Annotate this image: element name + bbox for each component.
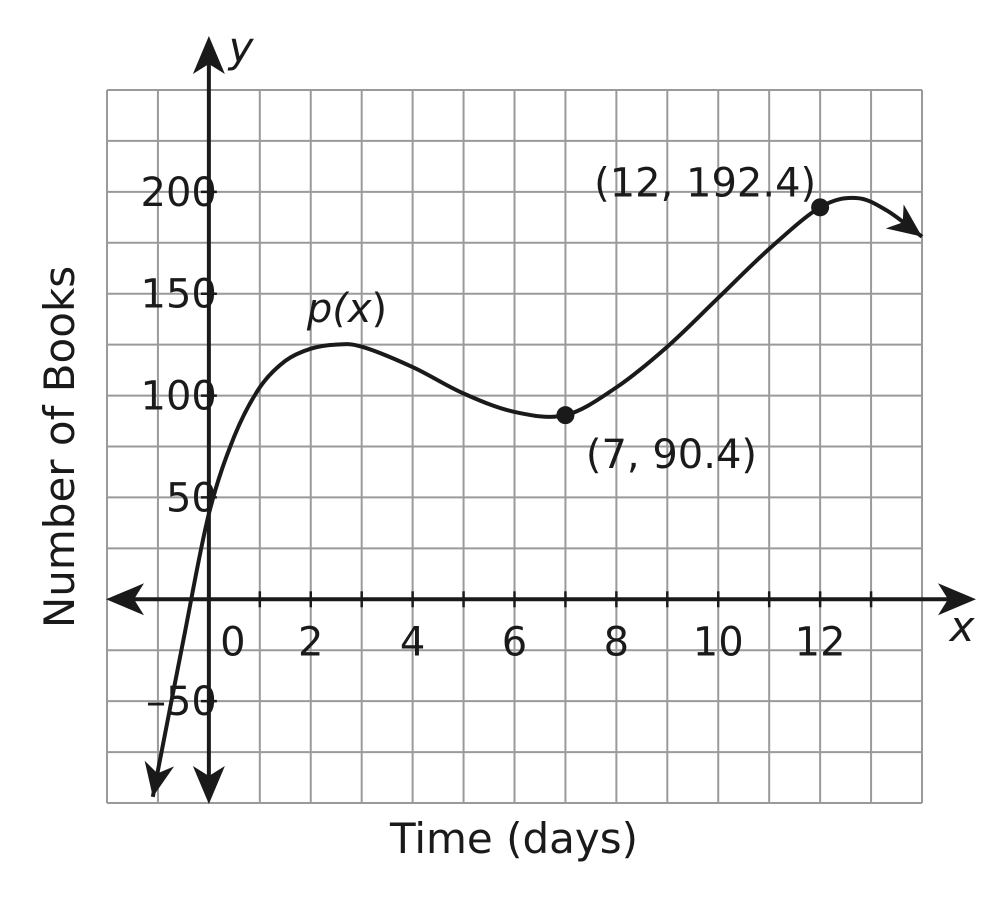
y-axis-symbol: y [227,23,255,72]
x-axis-symbol: x [948,602,976,651]
curve-arrows [144,204,922,797]
x-axis-title: Time (days) [389,814,638,863]
function-label-var: x [346,286,372,332]
x-tick-label: 10 [693,619,744,665]
x-tick-label: 0 [220,619,245,665]
x-tick-label: 4 [400,619,425,665]
marked-points: (7, 90.4) (12, 192.4) [556,160,830,478]
y-tick-label: 100 [141,374,217,420]
data-point [811,198,830,217]
grid [106,89,923,804]
y-axis-arrow-up-icon [192,36,225,74]
y-tick-label: 200 [141,170,217,216]
x-tick-label: 2 [298,619,323,665]
y-tick-label: 150 [141,272,217,318]
x-axis-arrow-right-icon [938,583,976,616]
x-axis-arrow-left-icon [106,583,144,616]
function-label: p(x) [306,286,387,332]
function-label-prefix: p( [306,286,350,332]
axes [106,36,976,804]
x-tick-label: 12 [795,619,846,665]
data-point-label: (7, 90.4) [586,432,757,478]
y-axis-title: Number of Books [35,266,84,628]
tick-marks [200,190,873,703]
series-line-px [150,195,924,798]
x-tick-label: 8 [604,619,629,665]
data-point [556,406,575,425]
data-point-label: (12, 192.4) [594,160,816,206]
curve-arrow-left-icon [144,760,175,797]
curve-arrow-right-icon [885,204,922,237]
x-tick-label: 6 [502,619,527,665]
function-label-suffix: ) [372,286,388,332]
y-tick-label: –50 [146,679,217,725]
y-axis-arrow-down-icon [192,766,225,804]
